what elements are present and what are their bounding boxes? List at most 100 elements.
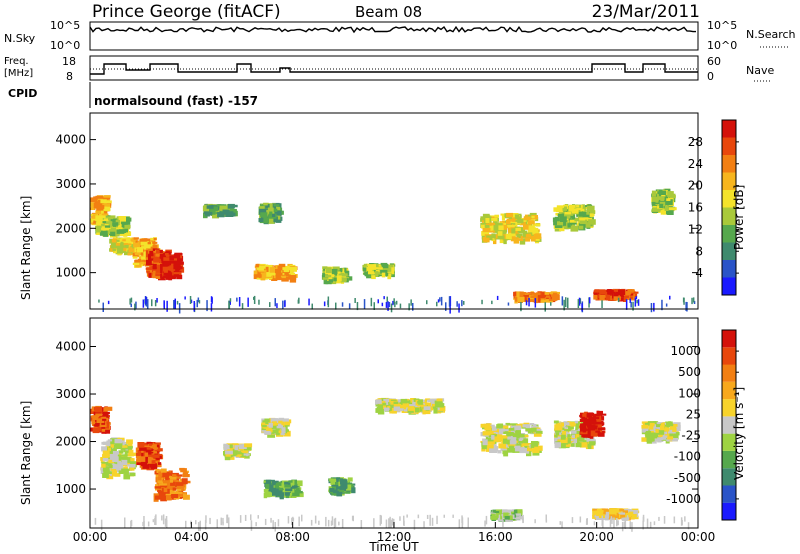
scatter-cell [166,495,171,501]
scatter-cell [223,210,228,215]
scatter-cell [111,463,117,468]
scatter-cell [159,249,163,256]
scatter-cell [126,439,133,444]
colorbar-segment [722,172,736,190]
scatter-cell [264,207,270,211]
ground-scatter-cell [559,521,561,525]
scatter-cell [118,229,126,233]
scatter-cell [176,261,184,265]
scatter-cell [520,292,526,297]
scatter-cell [669,426,676,430]
scatter-cell [554,434,558,438]
scatter-cell [481,444,487,450]
ground-scatter-cell [190,299,193,303]
scatter-cell [482,228,491,233]
scatter-cell [567,434,571,438]
scatter-cell [104,225,110,228]
scatter-cell [580,419,585,422]
freq-frame [89,55,699,81]
y-tick-label: 3000 [55,177,86,191]
scatter-cell [596,410,600,415]
scatter-cell [265,266,269,273]
scatter-cell [567,223,571,228]
scatter-cell [118,216,126,222]
scatter-cell [665,421,673,426]
x-tick-label: 12:00 [377,530,412,544]
ground-scatter-cell [314,515,317,524]
scatter-cell [517,297,525,302]
scatter-cell [641,437,647,442]
scatter-cell [508,427,514,431]
scatter-cell [276,206,281,211]
scatter-cell [133,242,140,248]
ground-scatter-cell [274,522,276,532]
scatter-cell [525,424,531,429]
scatter-cell [630,291,639,294]
scatter-cell [163,487,168,493]
ground-scatter-cell [528,297,530,307]
scatter-cell [502,425,509,429]
ground-scatter-cell [687,522,690,530]
scatter-cell [225,448,229,453]
scatter-cell [507,509,513,512]
scatter-cell [594,422,600,427]
scatter-cell [102,466,110,472]
scatter-cell [130,246,138,250]
scatter-cell [266,426,273,433]
scatter-cell [273,204,280,207]
ground-scatter-cell [624,518,627,529]
scatter-cell [142,457,150,463]
colorbar-segment [722,381,736,400]
scatter-cell [666,423,674,428]
scatter-cell [258,269,267,273]
power-cells [90,188,696,314]
scatter-cell [481,224,486,229]
ground-scatter-cell [166,300,168,312]
scatter-cell [280,483,288,488]
scatter-cell [511,437,517,440]
scatter-cell [273,216,278,223]
ground-scatter-cell [577,299,580,308]
scatter-cell [512,434,520,439]
scatter-cell [164,268,168,273]
scatter-cell [138,456,146,462]
ground-scatter-cell [408,303,410,311]
scatter-cell [598,420,604,427]
scatter-cell [558,211,567,215]
scatter-cell [163,257,170,262]
ground-scatter-cell [461,517,464,525]
scatter-cell [153,444,157,450]
scatter-cell [573,438,577,443]
station-title: Prince George (fitACF) [92,2,281,22]
ground-scatter-cell [692,297,695,303]
scatter-cell [173,272,182,275]
ground-scatter-cell [291,517,293,526]
scatter-cell [272,481,278,485]
ground-scatter-cell [617,520,619,526]
nsky-tick-top: 10^5 [50,19,80,32]
ground-scatter-cell [388,302,391,308]
scatter-cell [516,429,521,436]
scatter-cell [578,222,587,226]
scatter-cell [99,210,104,213]
ground-scatter-cell [388,518,390,529]
scatter-cell [173,254,181,260]
scatter-cell [100,416,107,421]
scatter-cell [531,441,538,447]
scatter-cell [150,450,157,455]
scatter-cell [618,289,626,296]
scatter-cell [571,431,577,437]
scatter-cell [258,267,264,271]
scatter-cell [276,277,282,281]
ground-scatter-cell [155,514,157,526]
scatter-cell [592,508,599,512]
scatter-cell [537,294,546,298]
ground-scatter-cell [426,514,429,519]
scatter-cell [381,272,386,278]
scatter-cell [424,403,431,406]
scatter-cell [230,450,236,457]
scatter-cell [588,429,593,433]
scatter-cell [557,213,564,218]
scatter-cell [151,463,157,470]
